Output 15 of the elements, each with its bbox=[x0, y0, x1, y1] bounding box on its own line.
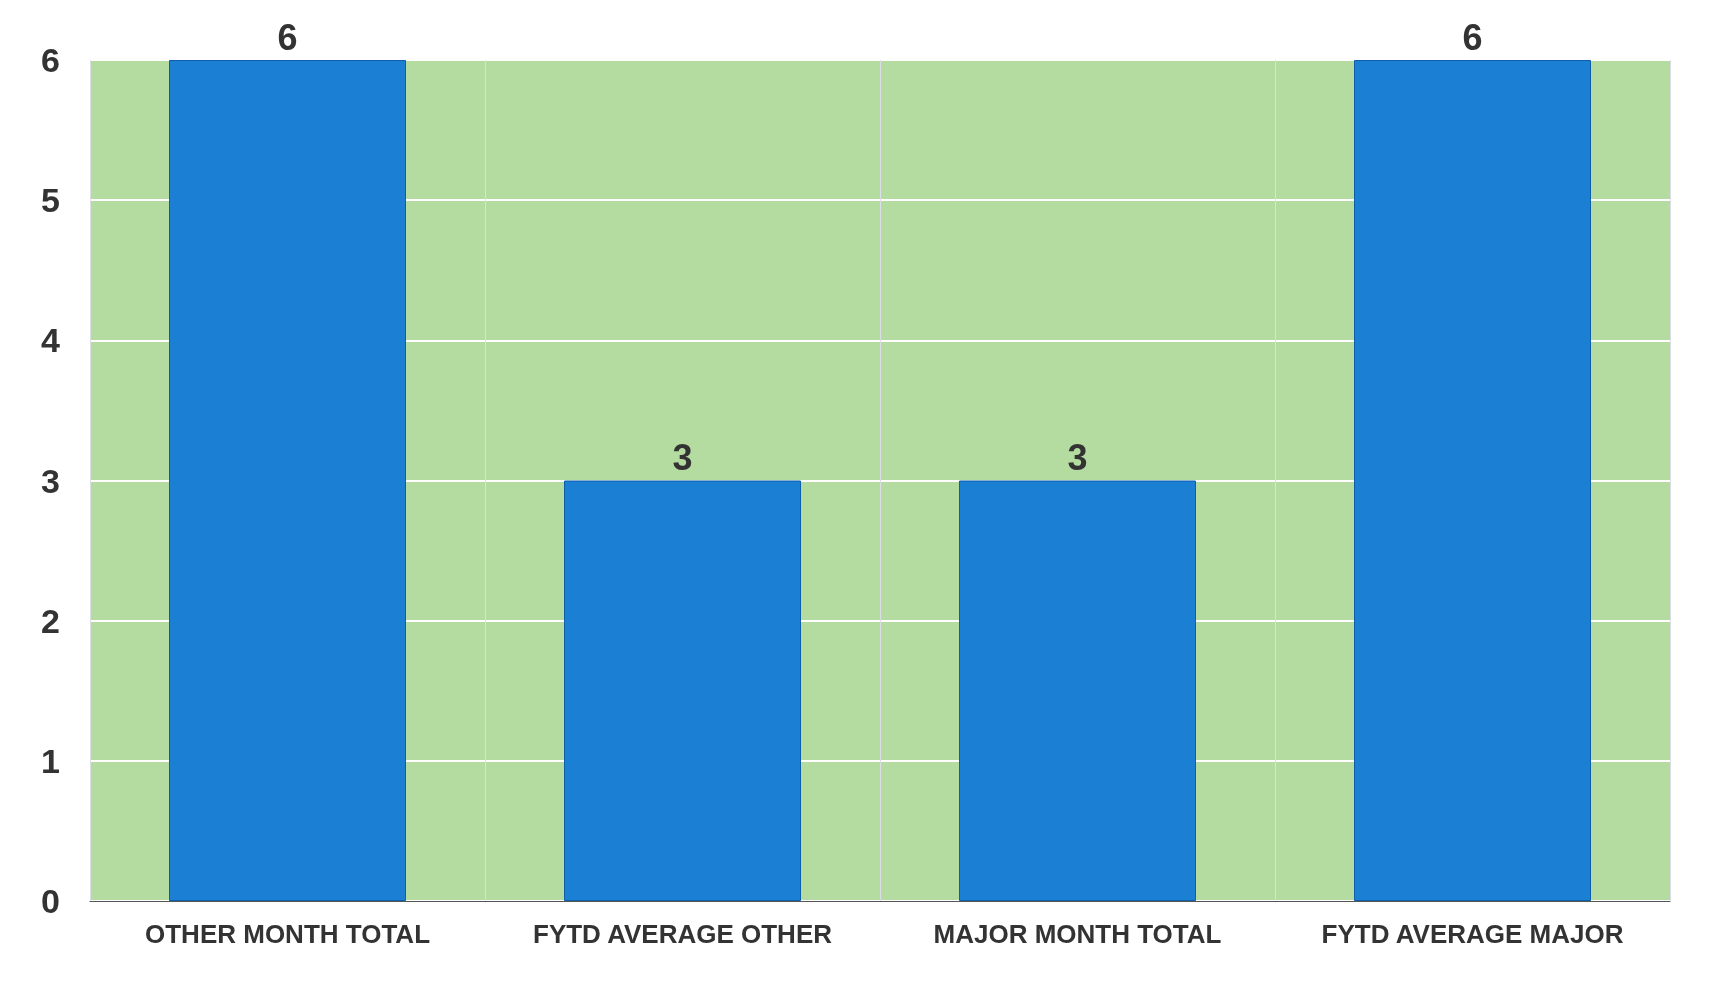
x-tick-label: FYTD AVERAGE MAJOR bbox=[1321, 919, 1624, 949]
data-label: 3 bbox=[1067, 437, 1088, 478]
data-label: 6 bbox=[277, 16, 298, 58]
y-tick-label: 6 bbox=[41, 41, 60, 79]
y-tick-label: 4 bbox=[41, 321, 61, 360]
y-tick-label: 5 bbox=[41, 181, 60, 220]
data-label: 6 bbox=[1462, 16, 1483, 58]
x-tick-label: OTHER MONTH TOTAL bbox=[144, 919, 431, 949]
y-tick-label: 2 bbox=[41, 601, 60, 640]
x-tick-label: MAJOR MONTH TOTAL bbox=[933, 919, 1222, 949]
y-tick-label: 1 bbox=[41, 741, 60, 780]
data-label: 3 bbox=[672, 437, 693, 478]
y-tick-label: 3 bbox=[41, 461, 60, 500]
y-tick-label: 0 bbox=[41, 882, 60, 920]
x-tick-label: FYTD AVERAGE OTHER bbox=[532, 919, 833, 949]
